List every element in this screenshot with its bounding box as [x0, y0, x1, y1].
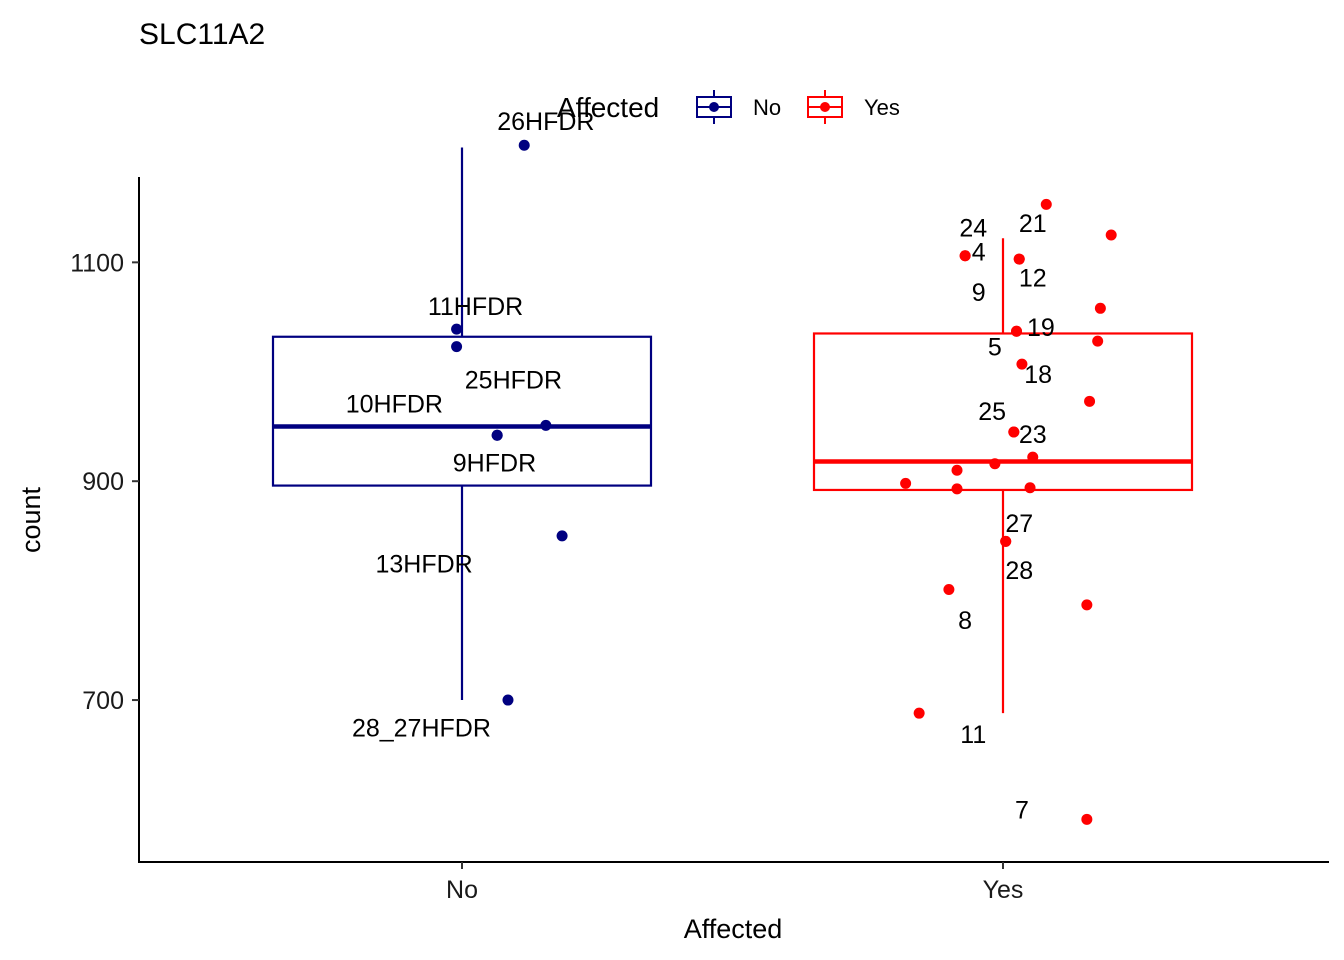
y-tick-label: 700 — [82, 687, 124, 715]
point-label: 11 — [960, 721, 986, 749]
box-yes — [812, 238, 1194, 714]
data-point — [951, 483, 963, 495]
y-tick-label: 1100 — [70, 249, 124, 277]
data-point — [1040, 198, 1052, 210]
data-point — [540, 419, 552, 431]
data-point — [1016, 358, 1028, 370]
x-tick-label: No — [446, 876, 478, 904]
data-point — [502, 694, 514, 706]
legend-label-no: No — [753, 95, 781, 120]
data-point — [1084, 395, 1096, 407]
box-iqr — [812, 332, 1194, 492]
y-tick-label: 900 — [82, 468, 124, 496]
data-point — [1024, 482, 1036, 494]
legend-key-no — [696, 90, 732, 124]
legend-label-yes: Yes — [864, 95, 900, 120]
data-point — [1105, 229, 1117, 241]
point-label: 10HFDR — [346, 391, 443, 419]
point-label: 8 — [958, 607, 972, 635]
data-point — [1011, 325, 1023, 337]
point-label: 11HFDR — [428, 293, 523, 321]
axes — [138, 177, 1329, 863]
box-iqr — [271, 335, 653, 487]
data-point — [913, 707, 925, 719]
point-label: 7 — [1015, 796, 1029, 824]
point-label: 13HFDR — [376, 550, 473, 578]
point-label: 18 — [1024, 361, 1052, 389]
x-axis-title: Affected — [684, 914, 783, 944]
data-point — [900, 477, 912, 489]
data-point — [951, 464, 963, 476]
chart-title: SLC11A2 — [139, 18, 265, 51]
data-point — [451, 341, 463, 353]
data-point — [1092, 335, 1104, 347]
point-label: 28_27HFDR — [352, 714, 491, 742]
box-no — [271, 147, 653, 701]
point-label: 5 — [988, 334, 1002, 362]
data-point — [451, 323, 463, 335]
legend-title: Affected — [557, 92, 659, 123]
point-label: 21 — [1019, 210, 1047, 238]
point-label: 23 — [1019, 421, 1047, 449]
data-point — [1094, 302, 1106, 314]
data-point — [1008, 426, 1020, 438]
data-point — [556, 530, 568, 542]
point-label: 25 — [978, 398, 1006, 426]
data-point — [1081, 599, 1093, 611]
point-label: 25HFDR — [465, 366, 562, 394]
point-label: 19 — [1027, 314, 1055, 342]
point-label: 9HFDR — [453, 450, 536, 478]
x-tick-label: Yes — [983, 876, 1024, 904]
legend-key-yes — [807, 90, 843, 124]
data-point — [943, 584, 955, 596]
data-point — [1013, 253, 1025, 265]
data-point — [959, 250, 971, 262]
data-point — [518, 139, 530, 151]
point-label: 9 — [972, 279, 986, 307]
data-point — [1081, 813, 1093, 825]
data-point — [989, 458, 1001, 470]
point-label: 4 — [972, 238, 986, 266]
data-point — [1000, 535, 1012, 547]
point-label: 24 — [959, 214, 987, 242]
point-label: 12 — [1019, 265, 1047, 293]
legend: Affected No Yes — [557, 90, 900, 124]
point-label: 27 — [1005, 510, 1033, 538]
data-point — [491, 429, 503, 441]
data-point — [1027, 451, 1039, 463]
point-label: 26HFDR — [497, 108, 594, 136]
point-label: 28 — [1005, 557, 1033, 585]
y-axis-title: count — [16, 486, 46, 553]
